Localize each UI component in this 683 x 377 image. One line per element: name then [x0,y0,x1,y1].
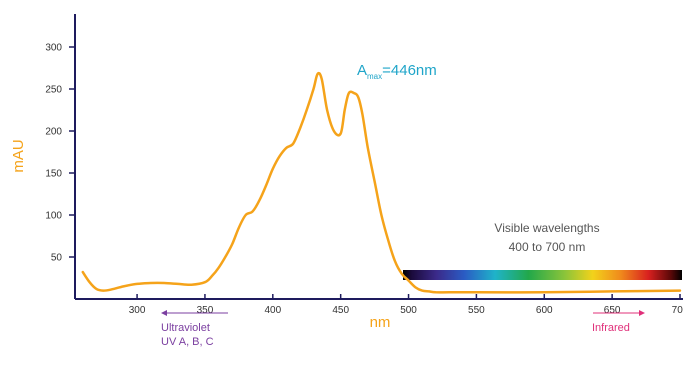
amax-value: =446nm [382,62,437,79]
x-tick-label: 500 [400,305,417,316]
x-axis-label: nm [370,314,391,331]
uv-label-line2: UV A, B, C [161,336,214,348]
ir-label: Infrared [592,322,630,334]
amax-prefix: A [357,62,367,79]
x-tick-label: 700 [672,305,683,316]
x-tick-label: 350 [197,305,214,316]
y-tick-label: 50 [51,253,63,264]
ir-arrow-head [639,310,645,316]
y-tick-label: 250 [45,85,62,96]
y-tick-label: 150 [45,169,62,180]
x-tick-label: 400 [264,305,281,316]
y-axis-label: mAU [10,139,27,172]
y-tick-label: 100 [45,211,62,222]
uv-label-line1: Ultraviolet [161,322,210,334]
y-tick-label: 200 [45,127,62,138]
amax-subscript: max [367,72,382,81]
x-tick-label: 300 [129,305,146,316]
amax-annotation: Amax=446nm [357,62,437,81]
uv-arrow-head [161,310,167,316]
x-tick-label: 600 [536,305,553,316]
visible-label-line1: Visible wavelengths [494,221,599,235]
x-tick-label: 450 [332,305,349,316]
visible-spectrum-bar [403,270,682,280]
x-tick-label: 650 [604,305,621,316]
x-ticks: 300 350 400 450 500 550 600 650 700 [129,294,683,316]
y-tick-label: 300 [45,43,62,54]
x-tick-label: 550 [468,305,485,316]
absorbance-line [81,71,682,294]
y-ticks: 50 100 150 200 250 300 [45,43,75,264]
visible-label-line2: 400 to 700 nm [509,240,586,254]
